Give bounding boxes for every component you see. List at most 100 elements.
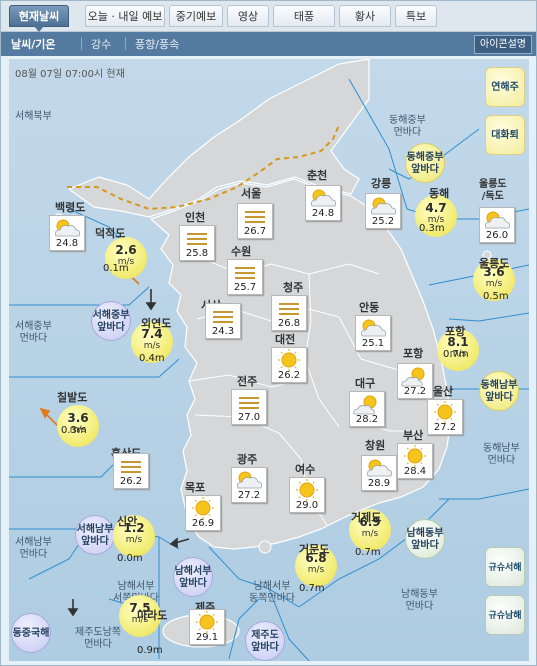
station-weather-box[interactable]: 26.2 xyxy=(271,347,307,383)
station-weather-box[interactable]: 24.8 xyxy=(49,215,85,251)
station-weather-box[interactable]: 26.9 xyxy=(185,495,221,531)
tab-typhoon[interactable]: 태풍 xyxy=(273,5,335,27)
buoy-wind-marker[interactable]: 6.8 m/s xyxy=(295,545,337,587)
sunny-icon xyxy=(278,349,300,371)
tab-current-weather[interactable]: 현재날씨 xyxy=(9,5,69,32)
tab-video[interactable]: 영상 xyxy=(227,5,269,27)
station-temperature: 26.8 xyxy=(277,318,301,329)
buoy-wind-speed: 8.1 xyxy=(447,335,469,349)
badge-south-east-coastal[interactable]: 남해동부 앞바다 xyxy=(405,519,445,559)
buoy-wind-marker[interactable]: 7.5 m/s xyxy=(119,595,161,637)
station-weather-box[interactable]: 26.7 xyxy=(237,203,273,239)
partly-cloudy-icon xyxy=(371,197,396,215)
station-weather-box[interactable]: 27.2 xyxy=(397,363,433,399)
station-weather-box[interactable]: 25.7 xyxy=(227,259,263,295)
badge-west-south-coastal[interactable]: 서해남부 앞바다 xyxy=(75,515,115,555)
sea-label-ulleung-dokdo: 울릉도 /독도 xyxy=(479,179,507,202)
buoy-wind-unit: m/s xyxy=(117,257,135,267)
station-temperature: 25.8 xyxy=(185,248,209,259)
station-temperature: 24.3 xyxy=(211,326,235,337)
buoy-name: 동해 xyxy=(429,187,450,200)
corner-button-kyushu-south[interactable]: 규슈남해 xyxy=(485,595,525,635)
haze-icon xyxy=(235,267,255,279)
station-temperature: 28.2 xyxy=(355,414,379,425)
sunny-icon xyxy=(296,479,318,501)
station-weather-box[interactable]: 25.8 xyxy=(179,225,215,261)
tab-warnings[interactable]: 특보 xyxy=(395,5,437,27)
haze-icon xyxy=(121,461,141,473)
mostly-sunny-icon xyxy=(401,367,425,387)
badge-east-china-sea[interactable]: 동중국해 xyxy=(11,613,51,653)
corner-button-yamato-bank[interactable]: 대화퇴 xyxy=(485,115,525,155)
corner-button-kyushu-west[interactable]: 규슈서해 xyxy=(485,547,525,587)
badge-east-south-coastal[interactable]: 동해남부 앞바다 xyxy=(479,371,519,411)
station-name: 여수 xyxy=(295,463,316,476)
haze-icon xyxy=(213,311,233,323)
subnav-weather-temp[interactable]: 날씨/기온 xyxy=(11,38,56,51)
station-temperature: 26.9 xyxy=(191,518,215,529)
station-weather-box[interactable]: 28.4 xyxy=(397,443,433,479)
station-name: 포항 xyxy=(403,347,424,360)
buoy-wave-height: 0.7m xyxy=(443,349,469,360)
haze-icon xyxy=(279,303,299,315)
station-temperature: 27.0 xyxy=(237,412,261,423)
subnav-precip[interactable]: 강수 xyxy=(91,38,112,51)
sea-label-west-south-far: 서해남부 먼바다 xyxy=(15,537,52,560)
station-weather-box[interactable]: 24.3 xyxy=(205,303,241,339)
station-weather-box[interactable]: 24.8 xyxy=(305,185,341,221)
buoy-wind-marker[interactable]: 6.9 m/s xyxy=(349,509,391,551)
station-temperature: 25.7 xyxy=(233,282,257,293)
sea-label-south-east-far: 남해동부 먼바다 xyxy=(401,589,438,612)
buoy-wind-marker[interactable]: 3.6 m/s xyxy=(473,259,515,301)
tab-today-tomorrow[interactable]: 오늘 · 내일 예보 xyxy=(85,5,165,27)
buoy-wind-unit: m/s xyxy=(69,425,87,435)
sunny-icon xyxy=(192,497,214,519)
observation-timestamp: 08월 07일 07:00시 현재 xyxy=(15,69,125,80)
station-temperature: 25.1 xyxy=(361,338,385,349)
partly-cloudy-icon xyxy=(485,211,510,229)
station-weather-box[interactable]: 29.1 xyxy=(189,609,225,645)
corner-button-primorsky[interactable]: 연해주 xyxy=(485,67,525,107)
station-name: 부산 xyxy=(403,429,424,442)
station-temperature: 29.1 xyxy=(195,632,219,643)
buoy-wind-marker[interactable]: 7.4 m/s xyxy=(131,321,173,363)
station-temperature: 24.8 xyxy=(311,208,335,219)
buoy-wave-height: 0.4m xyxy=(139,353,165,364)
station-weather-box[interactable]: 26.8 xyxy=(271,295,307,331)
station-weather-box[interactable]: 26.0 xyxy=(479,207,515,243)
buoy-wind-marker[interactable]: 4.7 m/s xyxy=(415,195,457,237)
station-weather-box[interactable]: 27.0 xyxy=(231,389,267,425)
sea-label-east-central-far: 동해중부 먼바다 xyxy=(389,115,426,138)
tab-mid-term[interactable]: 중기예보 xyxy=(169,5,223,27)
station-name: 광주 xyxy=(237,453,258,466)
haze-icon xyxy=(245,211,265,223)
station-name: 강릉 xyxy=(371,177,392,190)
buoy-name: 외연도 xyxy=(141,317,172,330)
icon-legend-button[interactable]: 아이콘설명 xyxy=(474,35,532,54)
badge-south-west-coastal[interactable]: 남해서부 앞바다 xyxy=(173,557,213,597)
station-weather-box[interactable]: 29.0 xyxy=(289,477,325,513)
station-temperature: 27.2 xyxy=(433,422,457,433)
badge-jeju-coastal[interactable]: 제주도 앞바다 xyxy=(245,621,285,661)
station-weather-box[interactable]: 26.2 xyxy=(113,453,149,489)
station-weather-box[interactable]: 28.2 xyxy=(349,391,385,427)
buoy-wind-marker[interactable]: 8.1 m/s xyxy=(437,329,479,371)
badge-west-central-coastal[interactable]: 서해중부 앞바다 xyxy=(91,301,131,341)
station-weather-box[interactable]: 28.9 xyxy=(361,455,397,491)
station-weather-box[interactable]: 25.2 xyxy=(365,193,401,229)
subnav-wind[interactable]: 풍향/풍속 xyxy=(135,38,180,51)
buoy-wind-marker[interactable]: 1.2 m/s xyxy=(113,515,155,557)
sunny-icon xyxy=(196,611,218,633)
station-weather-box[interactable]: 27.2 xyxy=(427,399,463,435)
buoy-name: 거문도 xyxy=(299,543,330,556)
station-name: 백령도 xyxy=(55,201,86,214)
buoy-wind-marker[interactable]: 3.6 m/s xyxy=(57,405,99,447)
badge-east-central-coastal[interactable]: 동해중부 앞바다 xyxy=(405,143,445,183)
station-temperature: 28.9 xyxy=(367,478,391,489)
buoy-wind-speed: 1.2 xyxy=(123,521,145,535)
station-weather-box[interactable]: 27.2 xyxy=(231,467,267,503)
station-weather-box[interactable]: 25.1 xyxy=(355,315,391,351)
tab-yellow-dust[interactable]: 황사 xyxy=(339,5,391,27)
buoy-wind-marker[interactable]: 2.6 m/s xyxy=(105,237,147,279)
buoy-wind-speed: 3.6 xyxy=(483,265,505,279)
